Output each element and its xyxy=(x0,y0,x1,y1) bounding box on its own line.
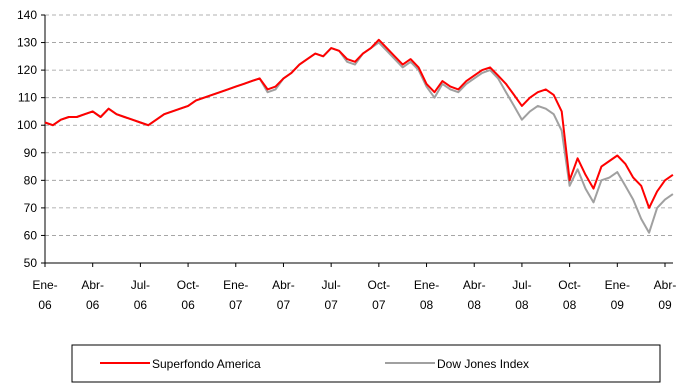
y-tick-label: 120 xyxy=(17,63,37,77)
x-tick-label: Abr-07 xyxy=(272,278,295,312)
x-tick-label: Ene-07 xyxy=(223,278,248,312)
y-tick-label: 90 xyxy=(24,146,38,160)
y-tick-label: 130 xyxy=(17,36,37,50)
x-tick-label: Abr-08 xyxy=(463,278,486,312)
y-tick-label: 50 xyxy=(24,256,38,270)
series-line xyxy=(44,38,674,209)
x-tick-label: Oct-08 xyxy=(558,278,581,312)
y-tick-label: 70 xyxy=(24,201,38,215)
x-tick-label: Jul-06 xyxy=(131,278,150,312)
y-tick-label: 100 xyxy=(17,118,37,132)
x-tick-label: Ene-06 xyxy=(32,278,57,312)
x-tick-label: Abr-09 xyxy=(654,278,677,312)
x-tick-label: Ene-08 xyxy=(414,278,439,312)
x-tick-label: Jul-08 xyxy=(512,278,531,312)
x-tick-label: Ene-09 xyxy=(605,278,630,312)
legend-label: Superfondo America xyxy=(152,357,261,371)
x-tick-label: Abr-06 xyxy=(81,278,104,312)
legend-box xyxy=(71,344,661,383)
y-tick-label: 140 xyxy=(17,8,37,22)
y-tick-label: 110 xyxy=(18,91,37,105)
x-tick-label: Jul-07 xyxy=(321,278,340,312)
y-tick-label: 60 xyxy=(24,228,38,242)
y-tick-label: 80 xyxy=(24,173,38,187)
x-tick-label: Oct-06 xyxy=(177,278,200,312)
series-line xyxy=(44,41,674,234)
legend-label: Dow Jones Index xyxy=(437,357,529,371)
x-tick-label: Oct-07 xyxy=(368,278,391,312)
